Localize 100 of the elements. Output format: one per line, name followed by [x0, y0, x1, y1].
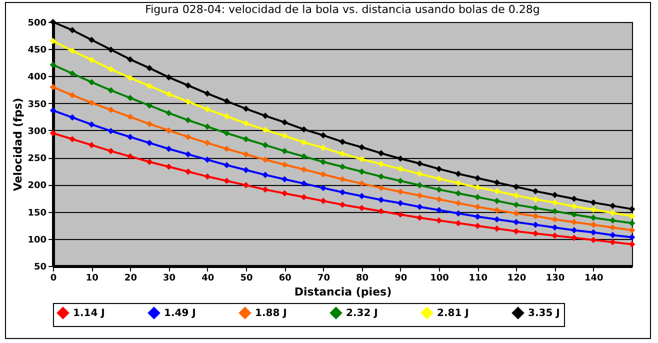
point	[590, 222, 597, 228]
point	[436, 166, 442, 172]
point	[436, 186, 442, 193]
point	[378, 173, 384, 180]
point	[88, 121, 95, 128]
point	[513, 202, 520, 208]
point	[224, 130, 230, 136]
point	[436, 176, 442, 182]
point	[494, 179, 500, 186]
point	[300, 166, 308, 173]
point	[513, 218, 520, 226]
x-tick-label: 30	[163, 274, 176, 284]
legend-label: 1.14 J	[73, 308, 105, 319]
point	[242, 106, 250, 112]
x-tick-label: 140	[584, 274, 604, 284]
point	[494, 198, 500, 204]
point	[339, 138, 346, 145]
point	[88, 56, 95, 64]
point	[590, 229, 597, 236]
point	[300, 126, 308, 133]
point	[339, 189, 346, 196]
point	[455, 190, 462, 197]
point	[552, 216, 558, 223]
chart-title: Figura 028-04: velocidad de la bola vs. distancia usando bolas de 0.28g	[145, 3, 540, 16]
point	[166, 146, 172, 152]
point	[532, 196, 539, 202]
point	[320, 158, 326, 166]
point	[184, 116, 192, 124]
x-tick-label: 60	[278, 274, 292, 284]
point	[397, 166, 404, 172]
legend-label: 2.81 J	[437, 308, 469, 319]
point	[224, 146, 230, 152]
y-tick-label: 200	[28, 181, 46, 192]
point	[146, 120, 153, 128]
point	[281, 190, 288, 197]
point	[108, 106, 114, 113]
x-tick-label: 90	[394, 274, 408, 284]
point	[204, 106, 211, 112]
point	[455, 170, 462, 177]
point	[416, 160, 423, 167]
point	[184, 98, 192, 105]
point	[339, 176, 346, 182]
point	[436, 217, 442, 224]
point	[184, 134, 192, 140]
point	[166, 110, 172, 116]
point	[242, 151, 250, 158]
point	[184, 168, 192, 175]
point	[166, 164, 172, 170]
point	[494, 188, 500, 194]
point	[146, 82, 153, 90]
point	[378, 160, 384, 168]
point	[242, 120, 250, 127]
point	[69, 26, 76, 34]
point	[474, 184, 481, 191]
point	[455, 220, 462, 226]
point	[88, 142, 95, 148]
point	[320, 171, 326, 178]
point	[570, 203, 578, 210]
point	[50, 62, 56, 68]
point	[166, 127, 172, 134]
y-tick-label: 350	[28, 100, 46, 110]
point	[358, 180, 365, 187]
point	[416, 170, 423, 177]
point	[474, 222, 481, 230]
point	[590, 206, 597, 213]
legend-label: 2.32 J	[346, 308, 378, 319]
point	[204, 156, 211, 163]
x-tick-label: 40	[202, 274, 214, 284]
x-tick-label: 110	[468, 274, 488, 284]
point	[69, 136, 76, 142]
point	[474, 213, 481, 220]
point	[184, 82, 192, 89]
point	[570, 211, 578, 218]
point	[378, 196, 384, 204]
point	[358, 192, 365, 200]
point	[358, 204, 365, 212]
point	[204, 90, 211, 97]
point	[127, 74, 134, 82]
point	[108, 87, 114, 94]
point	[320, 132, 326, 138]
point	[570, 234, 578, 241]
point	[532, 204, 539, 212]
point	[224, 98, 230, 104]
point	[108, 148, 114, 154]
point	[281, 176, 288, 182]
x-tick-label: 0	[50, 274, 57, 284]
point	[610, 210, 616, 216]
point	[204, 140, 211, 146]
point	[146, 102, 153, 109]
point	[570, 227, 578, 234]
y-tick-label: 500	[28, 18, 46, 28]
point	[146, 64, 153, 72]
point	[108, 128, 114, 134]
point	[628, 206, 636, 212]
point	[281, 132, 288, 140]
point	[628, 234, 636, 240]
point	[610, 217, 616, 224]
point	[610, 232, 616, 238]
point	[127, 153, 134, 160]
point	[281, 119, 288, 126]
